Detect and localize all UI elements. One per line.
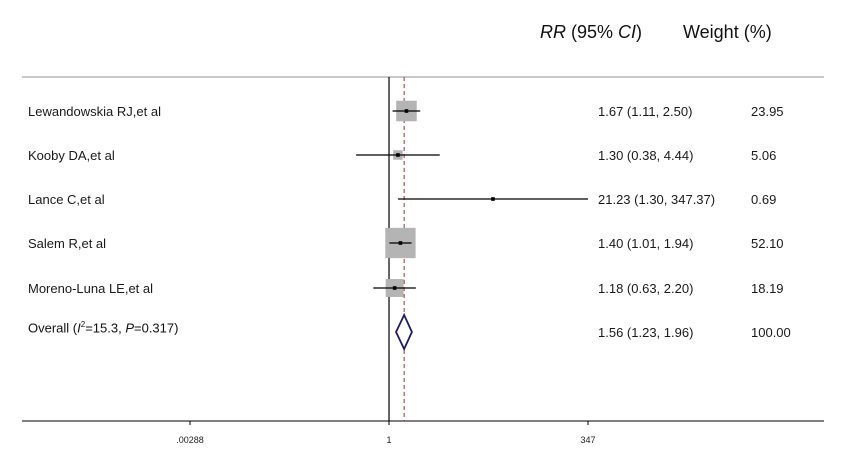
study-weight-text: 23.95 [751, 104, 784, 119]
overall-ci-text: 1.56 (1.23, 1.96) [598, 325, 693, 340]
overall-diamond [395, 312, 413, 352]
overall-i-exponent: 2 [80, 320, 86, 329]
study-label: Lewandowskia RJ,et al [28, 104, 161, 119]
x-ticks-layer: .00288 1 347 [176, 421, 596, 445]
study-ci-text: 21.23 (1.30, 347.37) [598, 192, 715, 207]
overall-label-start: Overall ( [28, 320, 78, 336]
study-point-estimate [396, 153, 400, 157]
study-label: Salem R,et al [28, 236, 106, 251]
study-weight-text: 0.69 [751, 192, 776, 207]
study-weight-text: 5.06 [751, 148, 776, 163]
header-ci-italic: CI [618, 22, 637, 42]
study-row: Moreno-Luna LE,et al 1.18 (0.63, 2.20) 18.… [28, 279, 784, 297]
study-weight-text: 18.19 [751, 281, 784, 296]
study-row: Lance C,et al 21.23 (1.30, 347.37) 0.69 [28, 192, 776, 207]
study-ci-text: 1.30 (0.38, 4.44) [598, 148, 693, 163]
study-label: Kooby DA,et al [28, 148, 115, 163]
studies-layer: Lewandowskia RJ,et al 1.67 (1.11, 2.50) 23… [28, 100, 784, 297]
overall-i-value: =15.3, [85, 320, 126, 336]
overall-weight-text: 100.00 [751, 325, 791, 340]
header-rr-italic: RR [540, 22, 566, 42]
study-label: Lance C,et al [28, 192, 105, 207]
study-point-estimate [398, 241, 403, 245]
header-rr-open: (95% [566, 22, 619, 42]
study-label: Moreno-Luna LE,et al [28, 281, 153, 296]
study-ci-text: 1.67 (1.11, 2.50) [598, 104, 692, 119]
overall-p-value: =0.317) [134, 320, 179, 336]
x-tick-label: 1 [387, 435, 392, 445]
overall-p-italic: P [125, 320, 134, 336]
study-ci-text: 1.40 (1.01, 1.94) [598, 236, 693, 251]
overall-label: Overall (I2=15.3, P=0.317) [28, 320, 178, 335]
header-rr-ci: RR (95% CI) [540, 22, 642, 43]
study-ci-text: 1.18 (0.63, 2.20) [598, 281, 693, 296]
study-point-estimate [404, 109, 409, 113]
study-point-estimate [392, 286, 397, 290]
overall-i-italic: I [77, 320, 81, 336]
study-row: Kooby DA,et al 1.30 (0.38, 4.44) 5.06 [28, 148, 776, 163]
study-row: Lewandowskia RJ,et al 1.67 (1.11, 2.50) 23… [28, 100, 784, 122]
header-rr-close: ) [636, 22, 643, 42]
study-weight-text: 52.10 [751, 236, 784, 251]
study-row: Salem R,et al 1.40 (1.01, 1.94) 52.10 [28, 227, 784, 259]
header-weight: Weight (%) [683, 22, 772, 42]
x-tick-label: .00288 [176, 435, 204, 445]
study-point-estimate [491, 197, 495, 201]
x-tick-label: 347 [580, 435, 595, 445]
